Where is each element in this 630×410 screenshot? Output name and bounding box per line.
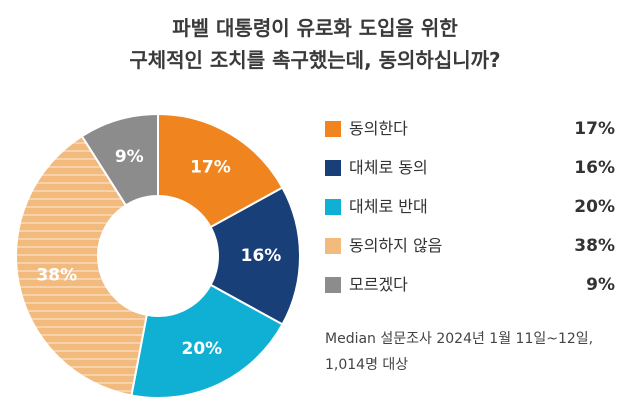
source-note: Median 설문조사 2024년 1월 11일~12일, 1,014명 대상	[325, 326, 625, 378]
slice-label-2: 16%	[241, 246, 282, 266]
donut-slice-2	[209, 186, 301, 326]
chart-legend: 동의한다 17% 대체로 동의 16% 대체로 반대 20% 동의하지 않음 38% 모르겠다 9…	[325, 116, 615, 311]
slice-label-3: 20%	[182, 339, 223, 359]
donut-slice-3	[130, 283, 284, 399]
donut-slice-4	[15, 134, 148, 397]
slice-label-1: 17%	[190, 157, 231, 177]
legend-label: 대체로 반대	[349, 197, 428, 216]
legend-swatch	[325, 238, 341, 254]
chart-title-line-2: 구체적인 조치를 촉구했는데, 동의하십니까?	[129, 48, 501, 72]
legend-value: 16%	[574, 158, 615, 178]
legend-item-1: 동의한다 17%	[325, 116, 615, 155]
legend-item-4: 동의하지 않음 38%	[325, 233, 615, 272]
legend-label: 동의한다	[349, 119, 408, 138]
donut-slice-5	[80, 112, 159, 207]
legend-item-5: 모르겠다 9%	[325, 272, 615, 311]
legend-label: 동의하지 않음	[349, 236, 443, 255]
legend-item-3: 대체로 반대 20%	[325, 194, 615, 233]
legend-item-2: 대체로 동의 16%	[325, 155, 615, 194]
legend-swatch	[325, 121, 341, 137]
legend-value: 17%	[574, 119, 615, 139]
slice-label-5: 9%	[115, 147, 144, 167]
legend-swatch	[325, 199, 341, 215]
chart-title-line-1: 파벨 대통령이 유로화 도입을 위한	[172, 16, 458, 40]
legend-label: 대체로 동의	[349, 158, 428, 177]
legend-label: 모르겠다	[349, 275, 408, 294]
slice-label-4: 38%	[36, 265, 77, 285]
legend-value: 38%	[574, 236, 615, 256]
legend-value: 20%	[574, 197, 615, 217]
source-note-line-2: 1,014명 대상	[325, 357, 409, 373]
chart-title: 파벨 대통령이 유로화 도입을 위한 구체적인 조치를 촉구했는데, 동의하십니…	[0, 12, 630, 76]
donut-slice-1	[157, 112, 284, 229]
legend-swatch	[325, 277, 341, 293]
donut-chart: 17% 16% 20% 38% 9%	[15, 112, 301, 399]
legend-value: 9%	[586, 275, 615, 295]
source-note-line-1: Median 설문조사 2024년 1월 11일~12일,	[325, 331, 594, 347]
legend-swatch	[325, 160, 341, 176]
